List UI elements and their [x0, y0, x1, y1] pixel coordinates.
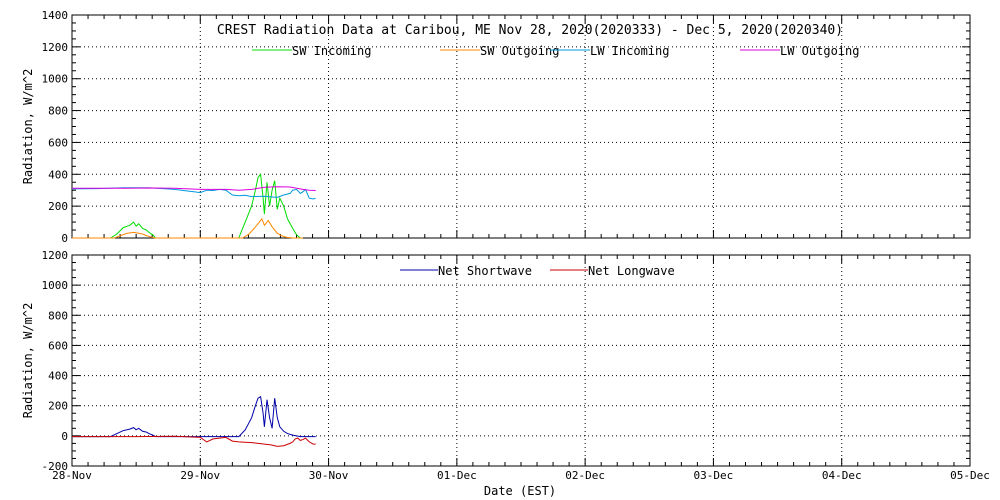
y-tick-label: 600: [48, 339, 68, 352]
x-tick-label: 29-Nov: [180, 469, 220, 482]
y-tick-label: 0: [61, 430, 68, 443]
series-line-lw-incoming: [71, 187, 316, 200]
y-tick-label: 800: [48, 105, 68, 118]
x-tick-label: 01-Dec: [437, 469, 477, 482]
x-tick-label: 04-Dec: [822, 469, 862, 482]
y-tick-label: 1400: [42, 9, 69, 22]
legend-label: SW Outgoing: [480, 44, 559, 58]
legend-label: Net Shortwave: [438, 264, 532, 278]
x-axis-label: Date (EST): [484, 484, 556, 498]
series-line-net-longwave: [72, 435, 316, 447]
series-line-net-shortwave: [72, 395, 316, 438]
legend-label: Net Longwave: [588, 264, 675, 278]
y-axis-label: Radiation, W/m^2: [21, 69, 35, 185]
x-tick-label: 02-Dec: [565, 469, 605, 482]
y-tick-label: 1200: [42, 249, 69, 262]
y-tick-label: 1000: [42, 279, 69, 292]
x-tick-label: 30-Nov: [309, 469, 349, 482]
series-line-lw-outgoing: [72, 186, 316, 191]
series-line-sw-outgoing: [72, 217, 303, 239]
legend-label: SW Incoming: [292, 44, 371, 58]
y-tick-label: 200: [48, 400, 68, 413]
bottom-panel: -200 0 200 400 600 800 1000 1200 28-Nov 29-Nov 30-…: [21, 249, 990, 482]
y-axis-label: Radiation, W/m^2: [21, 303, 35, 419]
y-tick-label: 1000: [42, 73, 69, 86]
series-line-sw-incoming: [72, 173, 303, 239]
y-tick-label: 200: [48, 200, 68, 213]
y-tick-label: 800: [48, 309, 68, 322]
y-tick-label: 600: [48, 136, 68, 149]
plot-frame: [71, 254, 971, 467]
x-tick-label: 03-Dec: [694, 469, 734, 482]
top-panel: 0 200 400 600 800 1000 1200 1400 Radiation, W/m^…: [21, 9, 971, 245]
legend-label: LW Outgoing: [780, 44, 859, 58]
y-tick-label: 1200: [42, 41, 69, 54]
y-tick-label: 400: [48, 168, 68, 181]
x-tick-label: 05-Dec: [950, 469, 990, 482]
y-tick-label: -200: [42, 460, 69, 473]
y-tick-label: 0: [61, 232, 68, 245]
y-tick-label: 400: [48, 370, 68, 383]
chart-title: CREST Radiation Data at Caribou, ME Nov …: [217, 23, 843, 38]
x-tick-label: 28-Nov: [52, 469, 92, 482]
legend-label: LW Incoming: [590, 44, 669, 58]
